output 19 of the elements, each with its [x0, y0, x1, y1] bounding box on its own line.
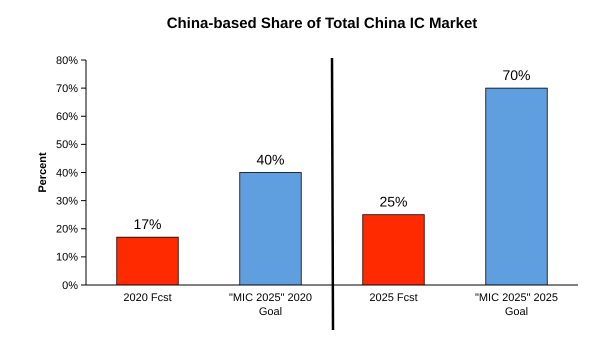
y-tick-label: 10% — [56, 252, 78, 264]
y-tick-label: 30% — [56, 195, 78, 208]
y-tick-label: 60% — [56, 111, 78, 124]
y-tick-label: 80% — [56, 54, 78, 67]
y-tick-label: 20% — [56, 224, 78, 236]
data-label: 40% — [256, 152, 285, 168]
data-label: 17% — [133, 216, 162, 232]
y-tick-label: 0% — [62, 280, 78, 292]
chart-title: China-based Share of Total China IC Market — [166, 15, 478, 32]
y-tick-label: 40% — [56, 167, 78, 180]
y-tick-label: 70% — [56, 82, 78, 95]
y-tick-label: 50% — [56, 139, 78, 152]
data-label: 25% — [379, 194, 408, 210]
data-label: 70% — [502, 67, 531, 84]
y-axis-title: Percent — [37, 152, 49, 193]
x-tick-label: "MIC 2025" 2020 Goal — [228, 292, 312, 318]
x-tick-label: "MIC 2025" 2025 Goal — [474, 292, 558, 318]
x-tick-label: 2025 Fcst — [369, 292, 418, 304]
x-tick-label: 2020 Fcst — [123, 292, 172, 304]
